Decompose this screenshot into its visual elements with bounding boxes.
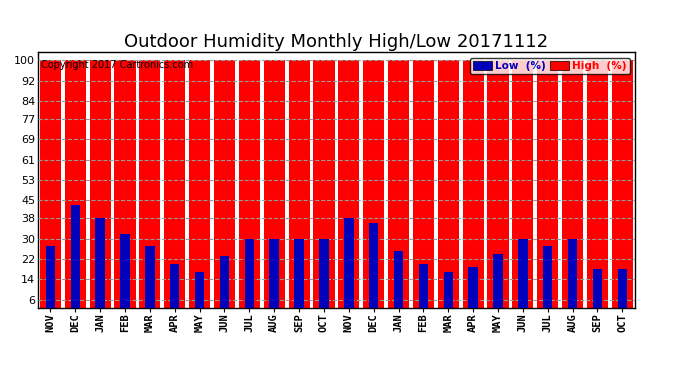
Bar (413, 60, 434, 315)
Bar (120, 234, 130, 315)
Bar (319, 238, 328, 315)
Bar (239, 60, 260, 315)
Bar (612, 60, 633, 315)
Bar (538, 60, 558, 315)
Bar (593, 269, 602, 315)
Bar (562, 60, 583, 315)
Bar (313, 60, 335, 315)
Bar (419, 264, 428, 315)
Bar (195, 272, 204, 315)
Bar (338, 60, 359, 315)
Bar (115, 60, 135, 315)
Bar (95, 218, 105, 315)
Bar (587, 60, 608, 315)
Bar (487, 60, 509, 315)
Bar (70, 206, 80, 315)
Bar (493, 254, 503, 315)
Bar (90, 60, 110, 315)
Bar (518, 238, 528, 315)
Bar (170, 264, 179, 315)
Bar (618, 269, 627, 315)
Bar (40, 60, 61, 315)
Bar (388, 60, 409, 315)
Legend: Low  (%), High  (%): Low (%), High (%) (470, 58, 629, 74)
Bar (288, 60, 310, 315)
Bar (394, 251, 403, 315)
Bar (46, 246, 55, 315)
Bar (512, 60, 533, 315)
Bar (543, 246, 553, 315)
Bar (437, 60, 459, 315)
Bar (568, 238, 578, 315)
Bar (344, 218, 353, 315)
Bar (444, 272, 453, 315)
Bar (189, 60, 210, 315)
Bar (462, 60, 484, 315)
Bar (295, 238, 304, 315)
Bar (363, 60, 384, 315)
Bar (139, 60, 161, 315)
Text: Copyright 2017 Cartronics.com: Copyright 2017 Cartronics.com (41, 60, 193, 70)
Bar (264, 60, 285, 315)
Bar (469, 267, 478, 315)
Bar (245, 238, 254, 315)
Bar (164, 60, 186, 315)
Title: Outdoor Humidity Monthly High/Low 20171112: Outdoor Humidity Monthly High/Low 201711… (124, 33, 549, 51)
Bar (219, 256, 229, 315)
Bar (270, 238, 279, 315)
Bar (369, 224, 378, 315)
Bar (214, 60, 235, 315)
Bar (65, 60, 86, 315)
Bar (145, 246, 155, 315)
